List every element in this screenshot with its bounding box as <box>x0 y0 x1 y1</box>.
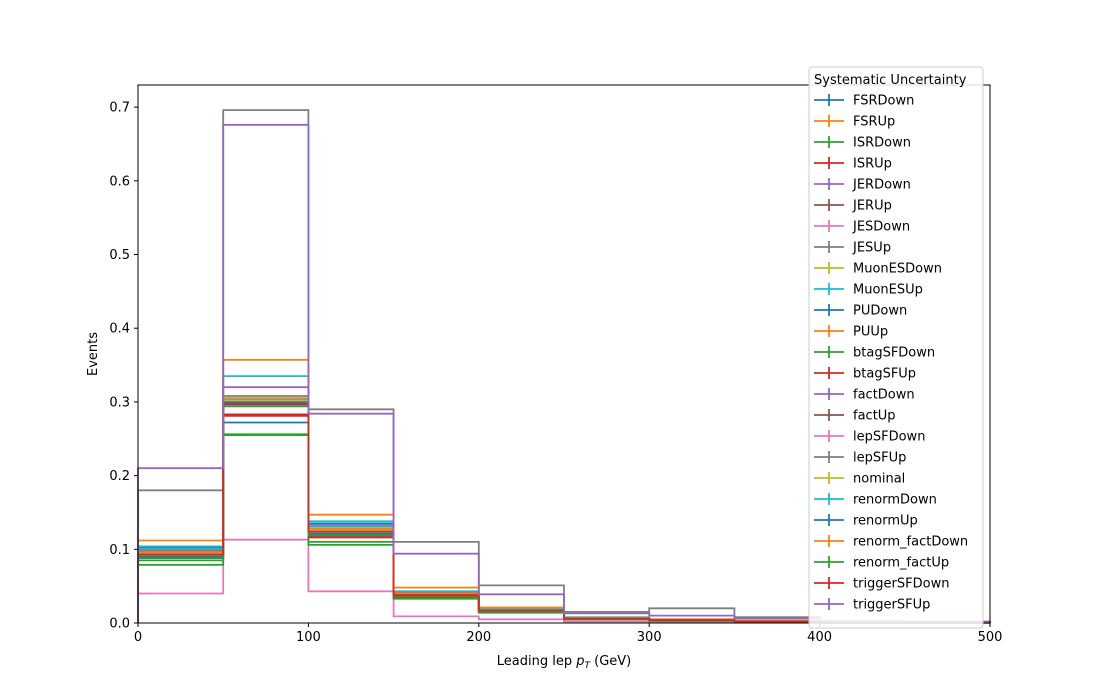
y-tick-label: 0.3 <box>109 395 130 410</box>
legend-item-MuonESUp: MuonESUp <box>814 283 923 298</box>
legend-item-renormDown: renormDown <box>814 493 937 508</box>
x-tick-label: 400 <box>807 630 832 645</box>
legend-label: PUDown <box>853 304 907 319</box>
legend-frame <box>808 66 984 629</box>
legend-label: ISRDown <box>853 136 911 151</box>
legend-label: btagSFDown <box>853 346 935 361</box>
legend-label: JERDown <box>852 178 911 193</box>
legend-item-PUDown: PUDown <box>814 304 907 319</box>
legend-label: renormDown <box>853 493 937 508</box>
legend-item-factDown: factDown <box>814 388 915 403</box>
legend-item-triggerSFDown: triggerSFDown <box>814 577 949 592</box>
legend-label: nominal <box>853 472 905 487</box>
y-tick-label: 0.1 <box>109 543 130 558</box>
axes: 0 100 200 300 400 500 0.0 0.1 0.2 0.3 0.4 0.5 0.6 0.7 <box>109 84 1003 645</box>
legend-label: JERUp <box>852 199 892 214</box>
legend-item-JERDown: JERDown <box>814 178 911 193</box>
legend-label: MuonESDown <box>853 262 942 277</box>
x-tick-label: 300 <box>637 630 662 645</box>
legend-label: FSRDown <box>853 94 914 109</box>
legend-label: lepSFDown <box>853 430 925 445</box>
legend-label: lepSFUp <box>853 451 906 466</box>
x-tick-label: 0 <box>134 630 142 645</box>
legend-item-factUp: factUp <box>814 409 896 424</box>
legend-item-JESDown: JESDown <box>814 220 910 235</box>
y-tick-label: 0.2 <box>109 469 130 484</box>
legend-item-btagSFDown: btagSFDown <box>814 346 935 361</box>
y-tick-label: 0.4 <box>109 322 130 337</box>
y-axis-label: Events <box>86 332 101 376</box>
x-tick-label: 100 <box>296 630 321 645</box>
legend-item-triggerSFUp: triggerSFUp <box>814 598 930 613</box>
legend-item-nominal: nominal <box>814 472 905 487</box>
legend-title: Systematic Uncertainty <box>814 73 967 88</box>
legend: Systematic Uncertainty FSRDown FSRUp ISRDo… <box>808 66 984 629</box>
legend-item-renorm_factUp: renorm_factUp <box>814 556 949 571</box>
legend-item-FSRDown: FSRDown <box>814 94 914 109</box>
legend-label: factUp <box>853 409 896 424</box>
legend-item-MuonESDown: MuonESDown <box>814 262 942 277</box>
legend-item-JESUp: JESUp <box>814 241 891 256</box>
legend-label: FSRUp <box>853 115 895 130</box>
y-tick-label: 0.0 <box>109 617 130 632</box>
legend-label: ISRUp <box>853 157 892 172</box>
y-tick-label: 0.5 <box>109 248 130 263</box>
legend-label: triggerSFDown <box>853 577 949 592</box>
x-tick-label: 200 <box>466 630 491 645</box>
legend-label: triggerSFUp <box>853 598 930 613</box>
legend-item-btagSFUp: btagSFUp <box>814 367 916 382</box>
legend-label: renorm_factUp <box>853 556 949 571</box>
legend-label: renormUp <box>853 514 918 529</box>
legend-item-ISRUp: ISRUp <box>814 157 892 172</box>
legend-item-lepSFUp: lepSFUp <box>814 451 906 466</box>
legend-label: JESDown <box>852 220 910 235</box>
y-tick-label: 0.6 <box>109 174 130 189</box>
legend-label: JESUp <box>852 241 891 256</box>
legend-item-renormUp: renormUp <box>814 514 918 529</box>
legend-items: FSRDown FSRUp ISRDown ISRUp JERDown JERUp JESD… <box>814 94 968 613</box>
legend-item-JERUp: JERUp <box>814 199 892 214</box>
x-axis-label: Leading lep pT (GeV) <box>497 654 631 671</box>
legend-item-ISRDown: ISRDown <box>814 136 911 151</box>
x-tick-label: 500 <box>978 630 1003 645</box>
plot-frame <box>137 84 991 624</box>
legend-label: PUUp <box>853 325 888 340</box>
legend-label: factDown <box>853 388 915 403</box>
legend-item-FSRUp: FSRUp <box>814 115 895 130</box>
legend-item-PUUp: PUUp <box>814 325 888 340</box>
legend-item-renorm_factDown: renorm_factDown <box>814 535 968 550</box>
legend-item-lepSFDown: lepSFDown <box>814 430 925 445</box>
legend-label: MuonESUp <box>853 283 923 298</box>
legend-label: btagSFUp <box>853 367 916 382</box>
y-tick-label: 0.7 <box>109 101 130 116</box>
legend-label: renorm_factDown <box>853 535 968 550</box>
